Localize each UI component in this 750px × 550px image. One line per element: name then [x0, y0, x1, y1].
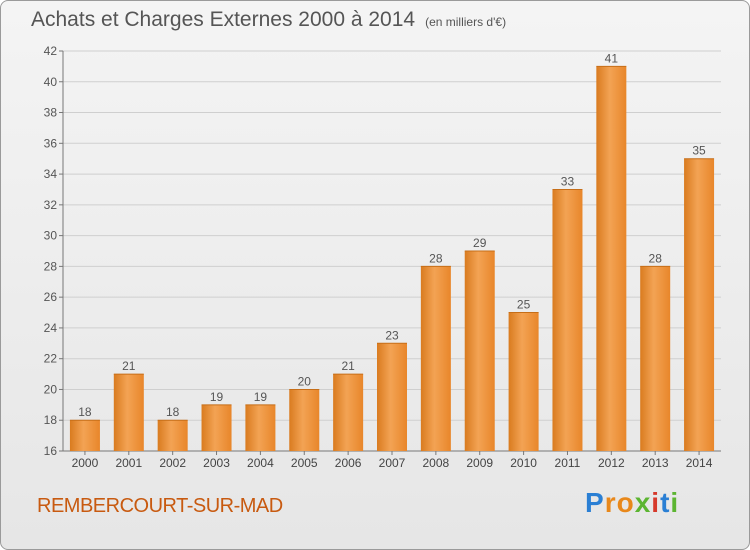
- data-label: 41: [605, 51, 619, 65]
- data-label: 19: [254, 390, 268, 404]
- data-label: 28: [649, 251, 663, 265]
- data-label: 21: [341, 359, 355, 373]
- x-tick-label: 2003: [203, 456, 230, 470]
- bar: [377, 343, 407, 451]
- x-tick-label: 2002: [159, 456, 186, 470]
- bar: [640, 266, 671, 451]
- data-label: 21: [122, 359, 136, 373]
- y-tick-label: 38: [44, 106, 58, 120]
- chart-title-text: Achats et Charges Externes 2000 à 2014: [31, 8, 416, 31]
- bar: [245, 404, 276, 451]
- data-label: 25: [517, 298, 531, 312]
- y-tick-label: 24: [44, 321, 58, 335]
- data-label: 29: [473, 236, 487, 250]
- x-tick-label: 2012: [598, 456, 625, 470]
- x-tick-label: 2006: [335, 456, 362, 470]
- chart-subtitle: (en milliers d'€): [425, 15, 507, 29]
- data-label: 28: [429, 251, 443, 265]
- y-tick-label: 18: [44, 413, 58, 427]
- bar: [552, 189, 583, 451]
- data-label: 33: [561, 174, 575, 188]
- y-tick-label: 26: [44, 290, 58, 304]
- y-tick-label: 30: [44, 229, 58, 243]
- logo-letter: t: [660, 487, 671, 518]
- x-tick-label: 2009: [466, 456, 493, 470]
- y-tick-label: 22: [44, 352, 58, 366]
- x-tick-label: 2001: [115, 456, 142, 470]
- bar: [333, 374, 364, 451]
- labels: 18 2000 21 2001 18 2002 19 2003 19 2004 20 2005 21 20…: [72, 51, 713, 470]
- y-tick-label: 32: [44, 198, 58, 212]
- bar: [201, 404, 232, 451]
- bar: [113, 374, 144, 451]
- proxiti-logo: Proxiti: [585, 487, 679, 519]
- x-tick-label: 2000: [72, 456, 99, 470]
- bar: [69, 420, 100, 451]
- x-tick-label: 2013: [642, 456, 669, 470]
- data-label: 18: [166, 405, 180, 419]
- y-tick-label: 34: [44, 167, 58, 181]
- x-tick-label: 2008: [423, 456, 450, 470]
- bar: [596, 66, 627, 451]
- data-label: 35: [692, 144, 706, 158]
- bar: [420, 266, 451, 451]
- bar: [464, 251, 495, 451]
- logo-letter: r: [604, 487, 617, 518]
- bar: [684, 158, 715, 451]
- x-tick-label: 2010: [510, 456, 537, 470]
- logo-letter: P: [585, 487, 605, 518]
- bar: [289, 389, 320, 451]
- logo-letter: x: [634, 487, 652, 518]
- x-tick-label: 2007: [379, 456, 406, 470]
- y-tick-label: 42: [44, 44, 58, 58]
- bar: [508, 312, 539, 451]
- y-tick-label: 16: [44, 444, 58, 458]
- x-tick-label: 2014: [686, 456, 713, 470]
- data-label: 18: [78, 405, 92, 419]
- x-tick-label: 2005: [291, 456, 318, 470]
- logo-letter: i: [670, 487, 680, 518]
- data-label: 23: [385, 328, 399, 342]
- x-tick-label: 2011: [555, 456, 581, 470]
- bar: [157, 420, 188, 451]
- logo-letter: o: [616, 487, 635, 518]
- logo-letter: i: [651, 487, 661, 518]
- town-name: REMBERCOURT-SUR-MAD: [37, 495, 283, 517]
- x-tick-label: 2004: [247, 456, 274, 470]
- data-label: 20: [298, 374, 312, 388]
- y-tick-label: 20: [44, 382, 58, 396]
- y-tick-label: 40: [44, 75, 58, 89]
- data-label: 19: [210, 390, 224, 404]
- chart-title: Achats et Charges Externes 2000 à 2014 (e…: [31, 8, 506, 32]
- y-tick-label: 36: [44, 136, 58, 150]
- bars: [69, 65, 715, 451]
- y-tick-label: 28: [44, 259, 58, 273]
